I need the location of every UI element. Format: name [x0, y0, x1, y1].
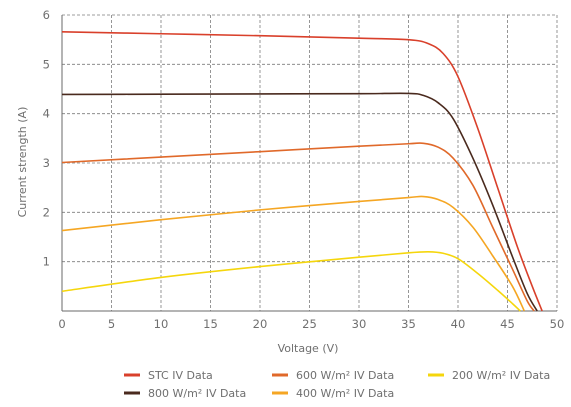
y-tick-label: 2: [43, 205, 50, 219]
y-tick-label: 5: [43, 57, 50, 71]
y-tick-label: 4: [43, 107, 50, 121]
series-line-2: [61, 92, 538, 312]
series-lines: [61, 30, 543, 312]
y-tick-label: 6: [43, 8, 50, 22]
axes: [61, 15, 557, 312]
x-tick-label: 30: [352, 317, 367, 331]
series-line-3: [61, 142, 535, 312]
legend-label: 600 W/m² IV Data: [296, 369, 394, 382]
x-tick-label: 40: [451, 317, 466, 331]
legend-item: 400 W/m² IV Data: [272, 387, 394, 400]
series-line-4: [61, 195, 526, 312]
x-tick-label: 10: [154, 317, 169, 331]
series-line-5: [61, 250, 521, 312]
x-tick-label: 35: [401, 317, 416, 331]
y-tick-label: 3: [43, 156, 50, 170]
x-tick-label: 50: [550, 317, 565, 331]
legend-item: 600 W/m² IV Data: [272, 369, 394, 382]
y-tick-label: 1: [43, 255, 50, 269]
legend-item: 800 W/m² IV Data: [124, 387, 246, 400]
x-tick-label: 0: [58, 317, 65, 331]
legend-item: 200 W/m² IV Data: [428, 369, 550, 382]
x-tick-label: 45: [500, 317, 515, 331]
x-tick-label: 15: [203, 317, 218, 331]
legend-label: 400 W/m² IV Data: [296, 387, 394, 400]
series-line-1: [61, 30, 543, 312]
y-axis-title: Current strength (A): [16, 107, 29, 218]
legend: STC IV Data 800 W/m² IV Data 600 W/m² IV D…: [124, 369, 550, 400]
legend-label: 200 W/m² IV Data: [452, 369, 550, 382]
legend-item: STC IV Data: [124, 369, 213, 382]
x-tick-label: 25: [302, 317, 317, 331]
x-axis-title: Voltage (V): [278, 342, 339, 355]
legend-label: 800 W/m² IV Data: [148, 387, 246, 400]
x-tick-label: 20: [253, 317, 268, 331]
x-tick-label: 5: [108, 317, 115, 331]
legend-label: STC IV Data: [148, 369, 213, 382]
